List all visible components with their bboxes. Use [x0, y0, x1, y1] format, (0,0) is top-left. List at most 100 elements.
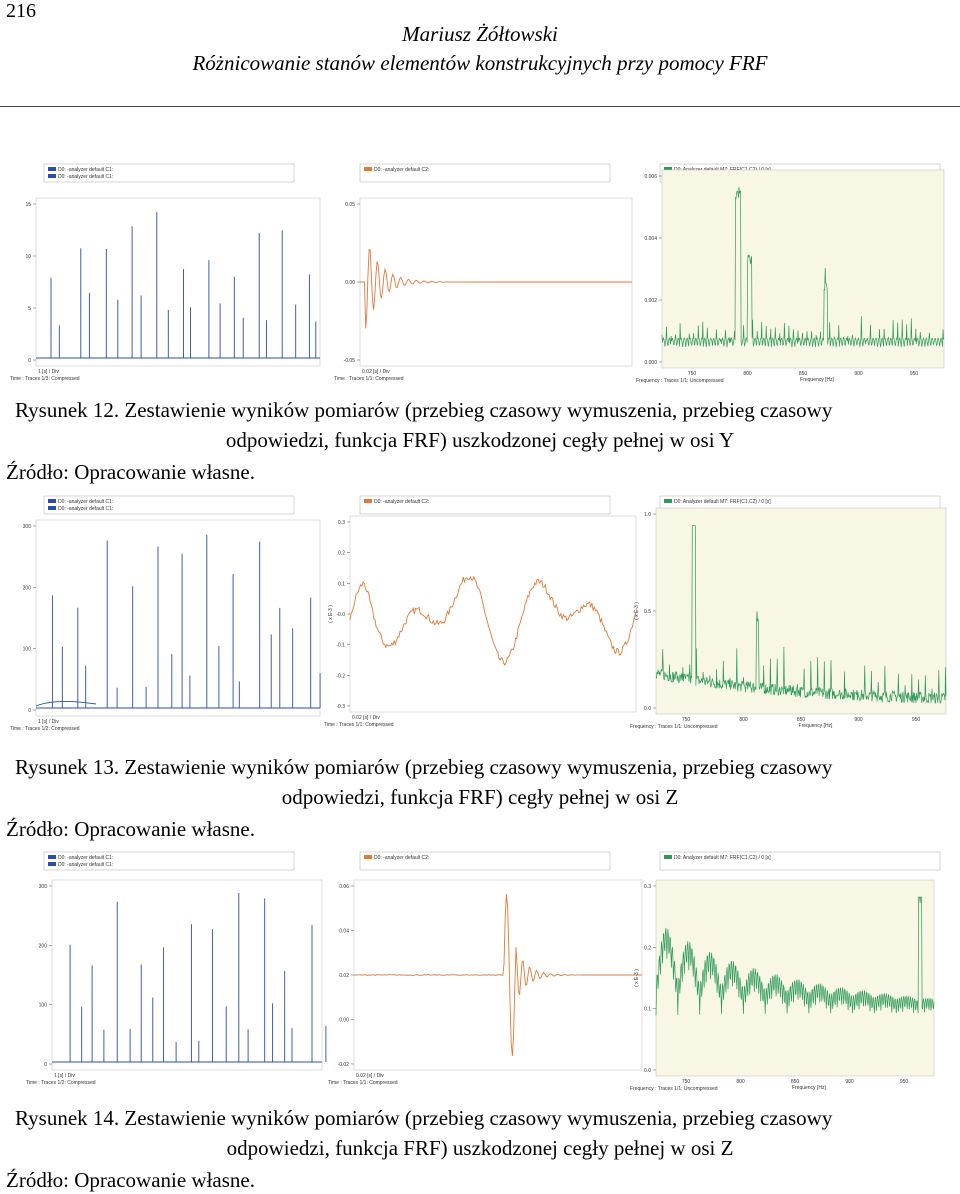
y-tick-label: 0: [28, 708, 31, 714]
y-tick-label: 0.3: [338, 520, 345, 526]
y-tick-label: 1.0: [644, 512, 651, 518]
y-tick-label: 0.5: [644, 609, 651, 615]
legend-entry: D0: -analyzer default C1:: [58, 174, 113, 180]
y-tick-label: 0.002: [644, 298, 657, 304]
y-tick-label: 0.05: [345, 202, 355, 208]
x-tick-label: 750: [682, 717, 691, 723]
legend-swatch: [48, 174, 56, 178]
legend-swatch: [48, 506, 56, 510]
legend-swatch: [48, 499, 56, 503]
x-axis-label: Frequency [Hz]: [799, 723, 834, 729]
plot-area: [35, 197, 321, 367]
y-tick-label: 100: [23, 647, 32, 653]
figure-14-plots: D0: -analyzer default C1:D0: -analyzer d…: [26, 851, 941, 1092]
y-tick-label: 0.0: [644, 706, 651, 712]
legend-box: [359, 163, 611, 183]
panel-3: D0: Analyzer default M7: FRF(C1,C2) / 0 …: [630, 851, 941, 1092]
x-axis-label: 0.02 [s] / Div: [352, 715, 380, 721]
panel-footer: Time : Traces 1/2: Compressed: [26, 1080, 96, 1086]
panel-footer: Frequency : Traces 1/1: Uncompressed: [630, 724, 718, 730]
x-axis-label: 1 [s] / Div: [54, 1073, 75, 1079]
legend-swatch: [364, 499, 372, 503]
figure-13-caption-line2: odpowiedzi, funkcja FRF) cegły pełnej w …: [281, 785, 679, 809]
plot-area: [51, 879, 323, 1071]
y-tick-label: 0.3: [644, 884, 651, 890]
legend-entry: D0: -analyzer default C1:: [58, 855, 113, 861]
x-tick-label: 900: [854, 371, 863, 377]
figure-14-caption-line1: Rysunek 14. Zestawienie wyników pomiarów…: [15, 1106, 833, 1130]
panel-3: D0: Analyzer default M7: FRF(C1,C2) / 0 …: [630, 495, 947, 730]
x-tick-label: 750: [682, 1079, 691, 1085]
y-tick-label: 100: [39, 1003, 48, 1009]
y-tick-label: 0.004: [644, 236, 657, 242]
x-tick-label: 850: [791, 1079, 800, 1085]
y-tick-label: 0.1: [644, 1007, 651, 1013]
figure-13: D0: -analyzer default C1: D0: -analyzer d…: [0, 494, 960, 746]
y-tick-label: 0: [28, 358, 31, 364]
y-tick-label: 5: [28, 306, 31, 312]
plot-area: [35, 519, 321, 717]
legend-swatch: [664, 499, 672, 503]
frf-trace: [661, 187, 945, 348]
y-tick-label: 300: [23, 524, 32, 530]
legend-entry: D0: -analyzer default C1:: [58, 167, 113, 173]
x-tick-label: 850: [799, 371, 808, 377]
legend-swatch: [364, 855, 372, 859]
y-tick-label: 0.1: [338, 581, 345, 587]
y-tick-label: 0.00: [339, 1018, 349, 1024]
frf-trace: [655, 525, 947, 704]
figure-12-plots: D0: -analyzer default C1:D0: -analyzer d…: [10, 163, 945, 384]
y-tick-label: 200: [23, 585, 32, 591]
y-tick-label: 10: [25, 254, 31, 260]
x-tick-label: 800: [739, 717, 748, 723]
figure-13-source: Źródło: Opracowanie własne.: [6, 817, 255, 841]
panel-footer: Time : Traces 1/3: Compressed: [10, 376, 80, 382]
figure-13-caption-line1: Rysunek 13. Zestawienie wyników pomiarów…: [15, 755, 833, 779]
y-tick-label: 0.006: [644, 174, 657, 180]
panel-2: D0: -analyzer default C2: 0.06 0.04 0.02 0.0…: [328, 851, 643, 1086]
panel-footer: Frequency : Traces 1/1: Uncompressed: [630, 1086, 718, 1092]
y-tick-label: 0.02: [339, 973, 349, 979]
x-axis-label: Frequency [Hz]: [792, 1085, 827, 1091]
y-tick-label: 0: [44, 1062, 47, 1068]
page-number: 216: [6, 0, 36, 22]
figure-13-plots: D0: -analyzer default C1:D0: -analyzer d…: [10, 495, 947, 732]
y-tick-label: -0.2: [336, 673, 345, 679]
x-axis-label: 1 [s] / Div: [38, 369, 59, 375]
x-axis-label: 0.02 [s] / Div: [356, 1073, 384, 1079]
figure-12: D0: -analyzer default C1: D0: -analyzer d…: [0, 150, 960, 390]
frf-trace: [655, 896, 935, 1016]
panel-1: D0: -analyzer default C1:D0: -analyzer d…: [10, 495, 321, 732]
legend-entry: D0: -analyzer default C2:: [374, 167, 429, 173]
legend-box: [43, 163, 295, 183]
figure-14: D0: -analyzer default C1: D0: -analyzer d…: [0, 850, 960, 1102]
response-trace: [349, 575, 637, 667]
legend-box: [43, 851, 295, 871]
panel-footer: Time : Traces 1/1: Compressed: [334, 376, 404, 382]
panel-2: D0: -analyzer default C2: 0.3 0.2 0.1 -0.0 -0…: [324, 495, 637, 728]
panel-1: D0: -analyzer default C1:D0: -analyzer d…: [10, 163, 321, 382]
y-tick-label: -0.1: [336, 643, 345, 649]
header-rule: [0, 106, 960, 107]
legend-box: [43, 495, 295, 515]
y-tick-label: 0.00: [345, 280, 355, 286]
excitation-trace: [52, 893, 327, 1063]
legend-swatch: [48, 167, 56, 171]
x-tick-label: 900: [854, 717, 863, 723]
legend-swatch: [664, 855, 672, 859]
x-tick-label: 800: [743, 371, 752, 377]
excitation-trace: [35, 534, 321, 709]
figure-14-source: Źródło: Opracowanie własne.: [6, 1168, 255, 1192]
panel-footer: Time : Traces 1/2: Compressed: [10, 726, 80, 732]
y-tick-label: -0.02: [338, 1062, 350, 1068]
x-tick-label: 950: [912, 717, 921, 723]
panel-footer: Time : Traces 1/1: Compressed: [328, 1080, 398, 1086]
y-tick-label: 0.0: [644, 1068, 651, 1074]
legend-entry: D0: -analyzer default C1:: [58, 506, 113, 512]
y-tick-label: 0.04: [339, 929, 349, 935]
y-tick-label: 0.2: [338, 551, 345, 557]
x-tick-label: 800: [736, 1079, 745, 1085]
legend-entry: D0: -analyzer default C1:: [58, 499, 113, 505]
y-tick-label: 0.06: [339, 884, 349, 890]
y-tick-label: 0.2: [644, 945, 651, 951]
